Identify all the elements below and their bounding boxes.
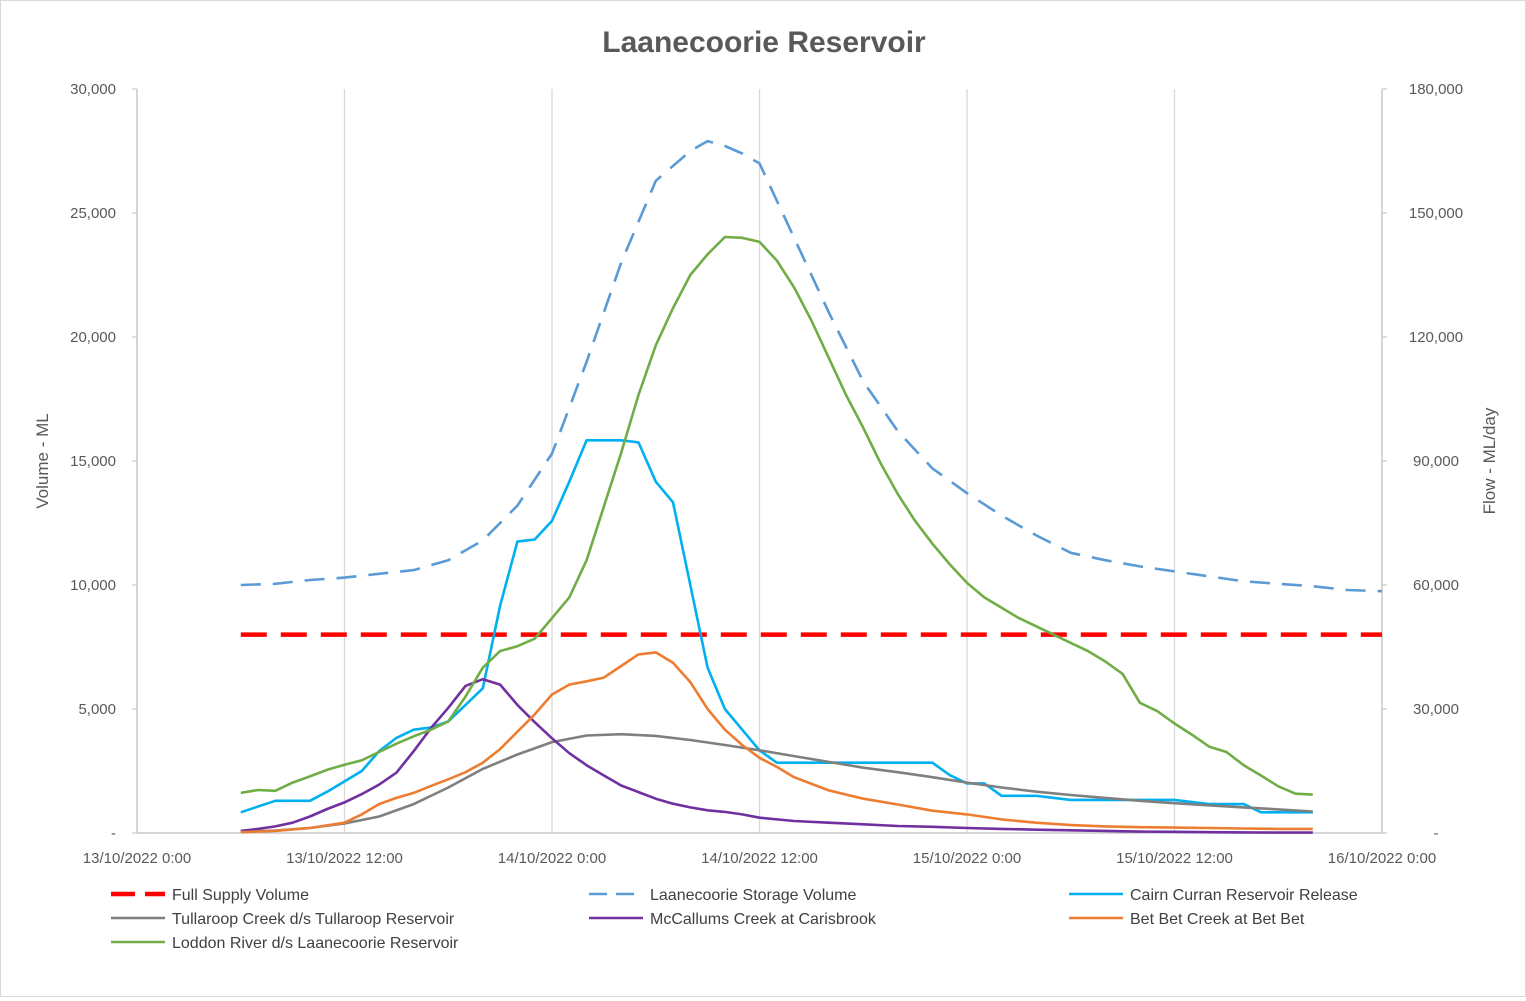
series-line-cairn-curran-reservoir-release: [240, 438, 1313, 814]
y-left-tick-label: 10,000: [70, 577, 116, 594]
y-axis-left-title: Volume - ML: [33, 413, 52, 508]
legend-item-bet-bet-creek-at-bet-bet: Bet Bet Creek at Bet Bet: [1069, 911, 1305, 928]
x-tick-label: 13/10/2022 0:00: [83, 850, 191, 867]
x-tick-label: 16/10/2022 0:00: [1328, 850, 1436, 867]
legend-item-full-supply-volume: Full Supply Volume: [111, 887, 309, 904]
y-left-tick-label: 15,000: [70, 453, 116, 470]
y-left-tick-label: 25,000: [70, 205, 116, 222]
y-right-tick-label: 30,000: [1413, 701, 1459, 718]
y-left-tick-label: -: [111, 825, 116, 842]
legend-label: Full Supply Volume: [172, 887, 309, 904]
legend: Full Supply Volume Laanecoorie Storage Vo…: [111, 887, 1358, 952]
x-tick-label: 14/10/2022 12:00: [701, 850, 818, 867]
legend-label: Loddon River d/s Laanecoorie Reservoir: [172, 935, 459, 952]
series-line-bet-bet-creek-at-bet-bet: [240, 651, 1313, 834]
series-line-mccallums-creek-at-carisbrook: [240, 677, 1313, 834]
legend-label: Bet Bet Creek at Bet Bet: [1130, 911, 1305, 928]
legend-item-tullaroop-creek-d-s-tullaroop-reservoir: Tullaroop Creek d/s Tullaroop Reservoir: [111, 911, 455, 928]
y-left-tick-label: 5,000: [78, 701, 116, 718]
y-right-tick-label: 180,000: [1409, 81, 1463, 98]
y-right-tick-label: 90,000: [1413, 453, 1459, 470]
series-group: [240, 139, 1383, 834]
y-left-tick-label: 20,000: [70, 329, 116, 346]
y-right-tick-label: 120,000: [1409, 329, 1463, 346]
y-right-tick-label: 150,000: [1409, 205, 1463, 222]
legend-label: Laanecoorie Storage Volume: [650, 887, 856, 904]
x-tick-label: 13/10/2022 12:00: [286, 850, 403, 867]
series-line-laanecoorie-storage-volume: [240, 139, 1383, 593]
legend-item-cairn-curran-reservoir-release: Cairn Curran Reservoir Release: [1069, 887, 1358, 904]
legend-item-laanecoorie-storage-volume: Laanecoorie Storage Volume: [589, 887, 856, 904]
gridlines: [343, 89, 1176, 833]
legend-label: McCallums Creek at Carisbrook: [650, 911, 877, 928]
legend-item-loddon-river-d-s-laanecoorie-reservoir: Loddon River d/s Laanecoorie Reservoir: [111, 935, 459, 952]
x-tick-label: 15/10/2022 12:00: [1116, 850, 1233, 867]
x-tick-label: 14/10/2022 0:00: [498, 850, 606, 867]
y-right-tick-label: -: [1434, 825, 1439, 842]
legend-label: Tullaroop Creek d/s Tullaroop Reservoir: [172, 911, 455, 928]
legend-item-mccallums-creek-at-carisbrook: McCallums Creek at Carisbrook: [589, 911, 877, 928]
tick-labels: 13/10/2022 0:00 13/10/2022 12:00 14/10/202…: [70, 81, 1463, 867]
chart-title: Laanecoorie Reservoir: [602, 26, 926, 59]
y-right-tick-label: 60,000: [1413, 577, 1459, 594]
y-left-tick-label: 30,000: [70, 81, 116, 98]
x-tick-label: 15/10/2022 0:00: [913, 850, 1021, 867]
series-line-tullaroop-creek-d-s-tullaroop-reservoir: [240, 732, 1313, 834]
series-line-loddon-river-d-s-laanecoorie-reservoir: [240, 235, 1313, 796]
legend-label: Cairn Curran Reservoir Release: [1130, 887, 1358, 904]
y-axis-right-title: Flow - ML/day: [1480, 407, 1499, 514]
